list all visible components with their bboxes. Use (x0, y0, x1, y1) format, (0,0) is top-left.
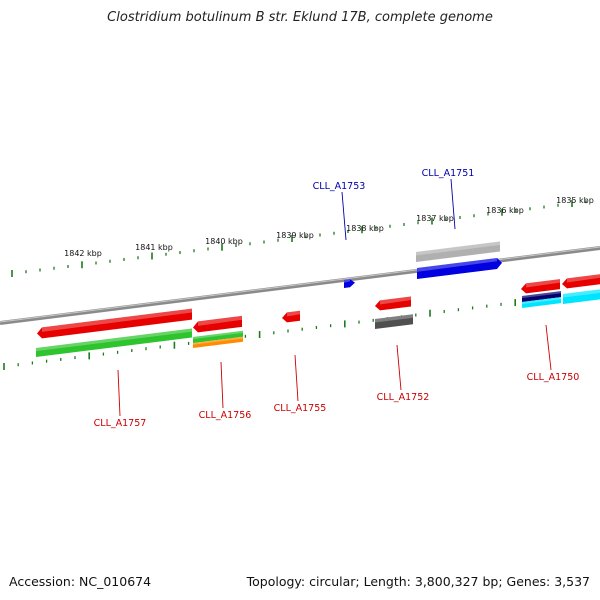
feature-highlight (193, 330, 243, 340)
gene-label-cll-a1751: CLL_A1751 (422, 168, 475, 179)
feature-body (375, 314, 413, 329)
feature-highlight (36, 328, 192, 352)
tick-label: 1841 kbp (135, 243, 173, 252)
gene-feature-right-edge (562, 274, 600, 289)
feature-highlight (287, 310, 300, 317)
label-leader-line (117, 369, 121, 417)
feature-highlight (344, 279, 350, 283)
topology-summary: Topology: circular; Length: 3,800,327 bp… (246, 574, 590, 589)
gene-feature-cll-a1757 (37, 308, 192, 339)
gene-track-green-1 (36, 328, 192, 357)
label-leader-line (220, 361, 224, 409)
gene-track-cyan-1 (522, 297, 561, 308)
gene-track-green-2 (193, 330, 243, 343)
accession-text: Accession: NC_010674 (9, 574, 152, 589)
gene-track-orange (193, 336, 243, 348)
feature-highlight (375, 314, 413, 323)
gene-track-navy (522, 291, 561, 302)
feature-highlight (417, 258, 497, 272)
feature-body (522, 297, 561, 308)
feature-body (37, 308, 192, 339)
feature-body (563, 289, 600, 304)
feature-body (36, 328, 192, 357)
tick-label: 1835 kbp (556, 196, 594, 205)
feature-body (193, 336, 243, 348)
tick-label: 1838 kbp (346, 224, 384, 233)
label-leader-line (341, 191, 347, 241)
feature-body (193, 330, 243, 343)
gene-feature-cll-a1756 (193, 315, 242, 333)
gene-label-cll-a1753: CLL_A1753 (313, 181, 366, 192)
feature-highlight (42, 308, 192, 332)
feature-highlight (416, 241, 500, 256)
feature-highlight (193, 336, 243, 345)
feature-body (344, 279, 355, 288)
gene-label-cll-a1756: CLL_A1756 (199, 410, 252, 421)
gene-feature-cll-a1752 (375, 296, 411, 311)
feature-body (416, 241, 500, 262)
feature-highlight (563, 289, 600, 298)
gene-track-cyan-2 (563, 289, 600, 304)
label-leader-line (396, 344, 402, 391)
label-leader-line (545, 324, 552, 371)
label-leader-lines (117, 178, 552, 417)
gene-feature-gray-top (416, 241, 500, 262)
gene-label-cll-a1750: CLL_A1750 (527, 372, 580, 383)
gene-feature-cll-a1755 (282, 310, 300, 323)
gene-label-cll-a1752: CLL_A1752 (377, 392, 430, 403)
feature-highlight (522, 297, 561, 305)
backbone-highlight (0, 246, 600, 323)
tick-label: 1837 kbp (416, 214, 454, 223)
backbone-line (0, 246, 600, 325)
feature-body (562, 274, 600, 289)
genome-backbone (0, 246, 600, 325)
gene-track-darkgray (375, 314, 413, 329)
tick-label: 1836 kbp (486, 206, 524, 215)
feature-highlight (522, 291, 561, 299)
feature-body (522, 291, 561, 302)
feature-body (282, 310, 300, 323)
gene-features (36, 241, 600, 357)
tick-label: 1840 kbp (205, 237, 243, 246)
map-title: Clostridium botulinum B str. Eklund 17B,… (107, 10, 493, 25)
tick-labels: 1842 kbp 1841 kbp 1840 kbp 1839 kbp 1838 kbp… (64, 196, 594, 258)
label-leader-line (294, 354, 299, 402)
feature-body (521, 279, 560, 294)
gene-feature-cll-a1751 (417, 258, 502, 279)
feature-highlight (567, 274, 600, 283)
gene-labels: CLL_A1753 CLL_A1751 CLL_A1757 CLL_A1756 CLL_… (94, 168, 580, 429)
feature-highlight (526, 279, 560, 288)
feature-body (417, 258, 502, 279)
gene-label-cll-a1755: CLL_A1755 (274, 403, 327, 414)
feature-body (375, 296, 411, 311)
feature-highlight (380, 296, 411, 305)
tick-label: 1839 kbp (276, 231, 314, 240)
outer-tick-ring (11, 200, 587, 277)
gene-feature-cll-a1753 (344, 279, 355, 288)
gene-feature-cll-a1750 (521, 279, 560, 294)
feature-highlight (198, 315, 242, 326)
feature-body (193, 315, 242, 333)
tick-label: 1842 kbp (64, 249, 102, 258)
label-leader-line (450, 178, 456, 230)
gene-label-cll-a1757: CLL_A1757 (94, 418, 147, 429)
